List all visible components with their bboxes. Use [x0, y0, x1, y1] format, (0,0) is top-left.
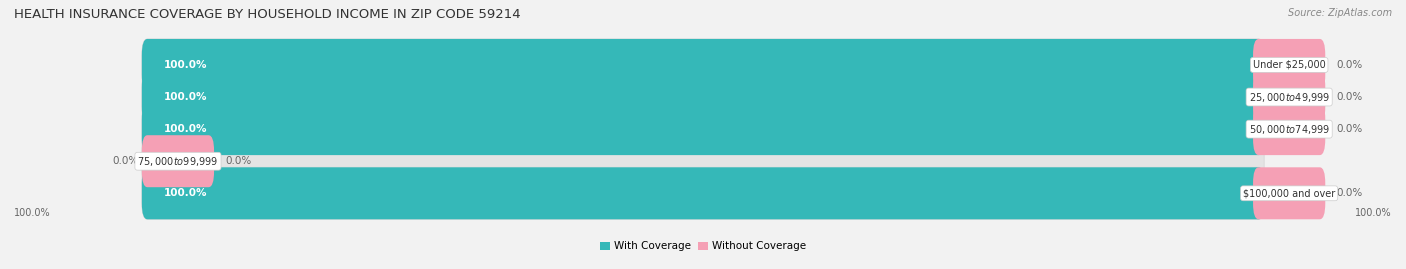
FancyBboxPatch shape [142, 71, 1264, 123]
FancyBboxPatch shape [142, 103, 1264, 155]
Text: 0.0%: 0.0% [1336, 188, 1362, 198]
FancyBboxPatch shape [142, 71, 1264, 123]
FancyBboxPatch shape [1253, 71, 1326, 123]
FancyBboxPatch shape [142, 39, 1264, 91]
FancyBboxPatch shape [1253, 39, 1326, 91]
FancyBboxPatch shape [1253, 103, 1326, 155]
Text: 100.0%: 100.0% [14, 208, 51, 218]
Text: 0.0%: 0.0% [1336, 60, 1362, 70]
Text: $25,000 to $49,999: $25,000 to $49,999 [1249, 91, 1330, 104]
Text: 100.0%: 100.0% [165, 60, 208, 70]
Text: Under $25,000: Under $25,000 [1253, 60, 1326, 70]
FancyBboxPatch shape [1253, 167, 1326, 219]
FancyBboxPatch shape [142, 167, 1264, 219]
FancyBboxPatch shape [142, 103, 1264, 155]
Text: 0.0%: 0.0% [112, 156, 139, 166]
Text: 100.0%: 100.0% [165, 188, 208, 198]
Text: 0.0%: 0.0% [225, 156, 252, 166]
Legend: With Coverage, Without Coverage: With Coverage, Without Coverage [596, 237, 810, 256]
Text: $50,000 to $74,999: $50,000 to $74,999 [1249, 123, 1330, 136]
FancyBboxPatch shape [142, 135, 214, 187]
Text: 100.0%: 100.0% [1355, 208, 1392, 218]
Text: $75,000 to $99,999: $75,000 to $99,999 [138, 155, 218, 168]
Text: 0.0%: 0.0% [1336, 92, 1362, 102]
FancyBboxPatch shape [142, 39, 1264, 91]
FancyBboxPatch shape [142, 135, 1264, 187]
Text: 100.0%: 100.0% [165, 92, 208, 102]
Text: $100,000 and over: $100,000 and over [1243, 188, 1336, 198]
Text: 100.0%: 100.0% [165, 124, 208, 134]
FancyBboxPatch shape [142, 167, 1264, 219]
Text: 0.0%: 0.0% [1336, 124, 1362, 134]
Text: HEALTH INSURANCE COVERAGE BY HOUSEHOLD INCOME IN ZIP CODE 59214: HEALTH INSURANCE COVERAGE BY HOUSEHOLD I… [14, 8, 520, 21]
Text: Source: ZipAtlas.com: Source: ZipAtlas.com [1288, 8, 1392, 18]
